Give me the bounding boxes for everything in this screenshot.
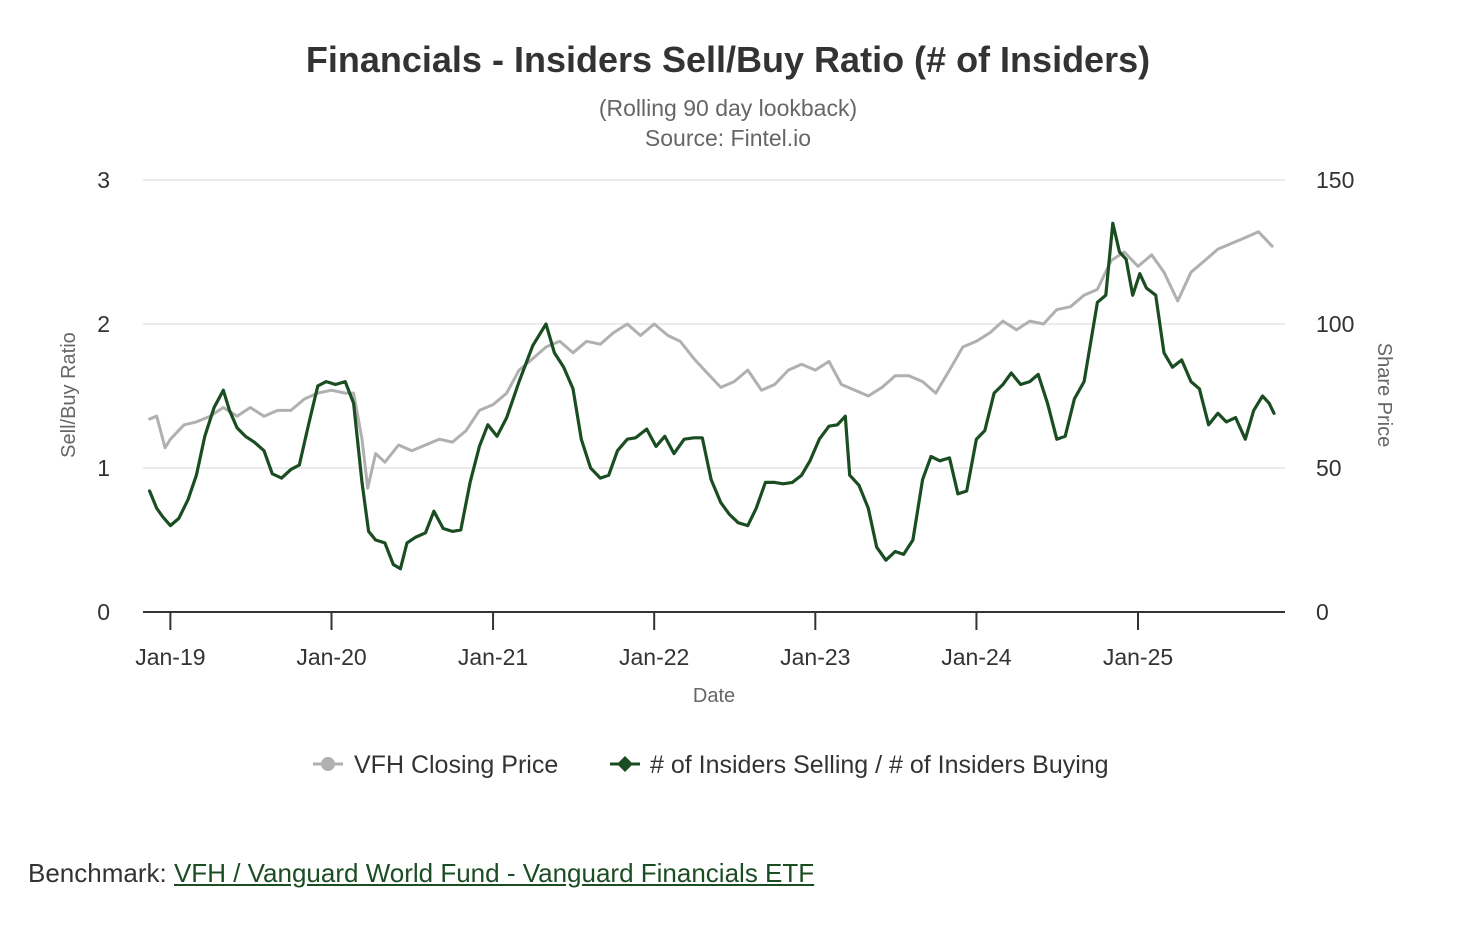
y-axis-left-title: Sell/Buy Ratio [58, 332, 80, 458]
y-left-tick-label: 1 [97, 455, 110, 481]
legend-circle-icon [321, 757, 335, 771]
chart-subtitle-line-1: (Rolling 90 day lookback) [599, 95, 857, 121]
series-layer [148, 221, 1276, 571]
series-line-vfh-price [148, 230, 1274, 490]
y-right-tick-label: 0 [1316, 599, 1329, 625]
benchmark-footer: Benchmark: VFH / Vanguard World Fund - V… [28, 858, 814, 889]
benchmark-link[interactable]: VFH / Vanguard World Fund - Vanguard Fin… [173, 858, 815, 888]
y-axis-left: 0 1 2 3 [97, 167, 110, 625]
chart-title: Financials - Insiders Sell/Buy Ratio (# … [306, 39, 1150, 80]
legend-item-vfh-price[interactable]: VFH Closing Price [313, 751, 558, 779]
x-tick-label: Jan-20 [296, 644, 366, 670]
x-tick-label: Jan-23 [780, 644, 850, 670]
series-line-sell-buy-ratio [148, 221, 1276, 571]
chart-subtitle-line-2: Source: Fintel.io [645, 125, 811, 151]
y-axis-right: 0 50 100 150 [1316, 167, 1354, 625]
y-left-tick-label: 3 [97, 167, 110, 193]
y-right-tick-label: 150 [1316, 167, 1354, 193]
legend-item-sell-buy-ratio[interactable]: # of Insiders Selling / # of Insiders Bu… [610, 751, 1109, 779]
y-right-tick-label: 100 [1316, 311, 1354, 337]
insider-ratio-chart: Financials - Insiders Sell/Buy Ratio (# … [58, 39, 1395, 779]
y-axis-right-title: Share Price [1373, 343, 1395, 448]
x-tick-label: Jan-22 [619, 644, 689, 670]
x-tick-label: Jan-21 [458, 644, 528, 670]
legend-diamond-icon [617, 756, 633, 772]
x-tick-label: Jan-25 [1103, 644, 1173, 670]
x-axis-title: Date [693, 685, 735, 707]
legend-label-sell-buy-ratio: # of Insiders Selling / # of Insiders Bu… [650, 751, 1109, 779]
legend: VFH Closing Price # of Insiders Selling /… [313, 751, 1109, 779]
y-left-tick-label: 0 [97, 599, 110, 625]
y-right-tick-label: 50 [1316, 455, 1342, 481]
y-left-tick-label: 2 [97, 311, 110, 337]
benchmark-label: Benchmark: [28, 858, 167, 888]
x-tick-label: Jan-24 [941, 644, 1012, 670]
x-axis: Jan-19 Jan-20 Jan-21 Jan-22 Jan-23 Jan-24 Jan-… [135, 611, 1285, 670]
x-tick-label: Jan-19 [135, 644, 205, 670]
legend-label-vfh-price: VFH Closing Price [354, 751, 558, 779]
